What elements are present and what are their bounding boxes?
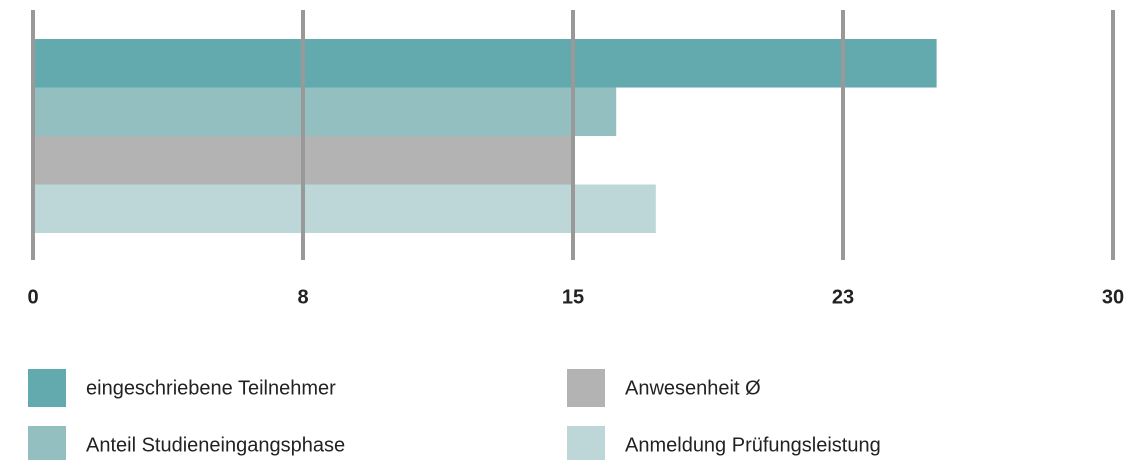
legend-swatch (28, 426, 66, 460)
legend-label: Anmeldung Prüfungsleistung (625, 434, 881, 456)
legend-label: Anwesenheit Ø (625, 377, 761, 399)
legend-swatch (567, 426, 605, 460)
legend-label: eingeschriebene Teilnehmer (86, 377, 336, 399)
x-tick-label: 30 (1102, 286, 1124, 308)
bar (33, 39, 937, 88)
x-tick-label: 15 (562, 286, 584, 308)
bar (33, 87, 617, 136)
legend-swatch (28, 369, 66, 407)
legend-swatch (567, 369, 605, 407)
bar (33, 184, 656, 233)
legend-label: Anteil Studieneingangsphase (86, 434, 345, 456)
x-tick-label: 23 (832, 286, 854, 308)
x-tick-label: 0 (27, 286, 38, 308)
x-tick-label: 8 (297, 286, 308, 308)
